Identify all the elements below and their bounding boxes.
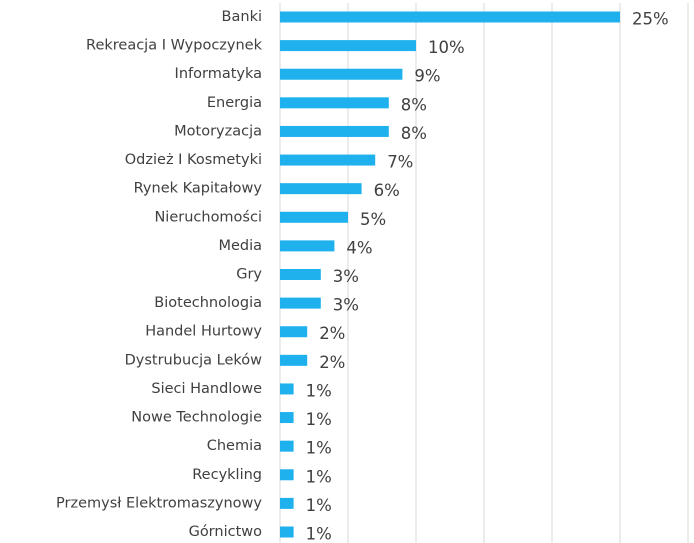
category-label: Rekreacja I Wypoczynek xyxy=(86,38,263,54)
category-label: Recykling xyxy=(192,467,262,483)
data-label: 2% xyxy=(319,324,345,343)
category-label: Handel Hurtowy xyxy=(145,324,262,340)
category-label: Górnictwo xyxy=(189,524,263,540)
bar xyxy=(280,154,376,166)
bar xyxy=(280,326,308,338)
bar xyxy=(280,183,362,195)
data-label: 8% xyxy=(401,95,427,114)
category-label: Biotechnologia xyxy=(154,295,262,311)
bar xyxy=(280,40,416,52)
category-label: Chemia xyxy=(207,438,262,454)
data-label: 7% xyxy=(387,153,413,172)
category-label: Odzież I Kosmetyki xyxy=(125,152,262,168)
data-label: 1% xyxy=(306,525,332,543)
data-label: 4% xyxy=(346,238,372,257)
bar xyxy=(280,526,294,538)
data-label: 10% xyxy=(428,38,465,57)
bar xyxy=(280,68,403,80)
data-label: 2% xyxy=(319,353,345,372)
bar xyxy=(280,497,294,509)
data-label: 5% xyxy=(360,210,386,229)
data-label: 9% xyxy=(414,67,440,86)
data-label: 3% xyxy=(333,296,359,315)
category-label: Nieruchomości xyxy=(154,209,262,225)
bar xyxy=(280,240,335,252)
category-label: Sieci Handlowe xyxy=(151,381,262,397)
data-label: 1% xyxy=(306,496,332,515)
category-label: Dystrubucja Leków xyxy=(125,352,263,368)
bar xyxy=(280,354,308,366)
category-label: Gry xyxy=(236,267,262,283)
data-label: 1% xyxy=(306,381,332,400)
category-label: Informatyka xyxy=(175,66,262,82)
bar xyxy=(280,211,348,223)
data-label: 6% xyxy=(374,181,400,200)
bar xyxy=(280,412,294,424)
category-label: Nowe Technologie xyxy=(131,410,262,426)
bar xyxy=(280,11,620,23)
bar xyxy=(280,125,389,137)
data-label: 3% xyxy=(333,267,359,286)
category-label: Energia xyxy=(207,95,262,111)
bar xyxy=(280,297,321,309)
bar xyxy=(280,97,389,109)
data-label: 1% xyxy=(306,410,332,429)
bar xyxy=(280,269,321,280)
category-label: Przemysł Elektromaszynowy xyxy=(56,495,262,511)
bar xyxy=(280,469,294,481)
data-label: 8% xyxy=(401,124,427,143)
bar xyxy=(280,383,294,395)
data-label: 1% xyxy=(306,467,332,486)
category-label: Rynek Kapitałowy xyxy=(134,181,263,197)
category-label: Media xyxy=(218,238,262,254)
category-label: Motoryzacja xyxy=(174,123,262,139)
data-label: 25% xyxy=(632,10,669,29)
bar xyxy=(280,440,294,452)
category-label: Banki xyxy=(222,9,262,25)
data-label: 1% xyxy=(306,439,332,458)
